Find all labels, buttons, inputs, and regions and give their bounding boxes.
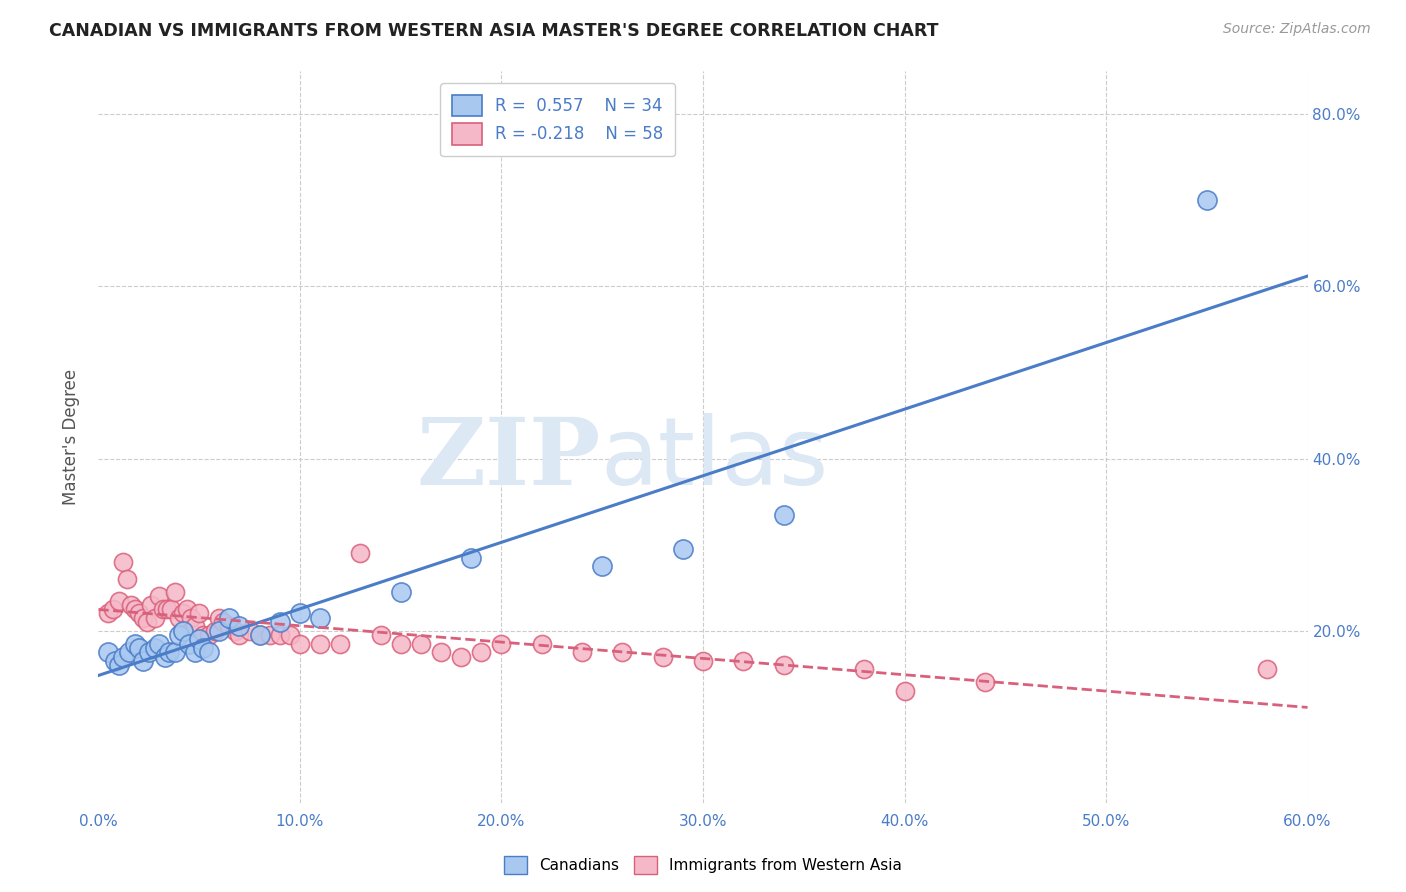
Legend: Canadians, Immigrants from Western Asia: Canadians, Immigrants from Western Asia	[498, 850, 908, 880]
Point	[138, 645, 160, 659]
Point	[97, 645, 120, 659]
Point	[218, 611, 240, 625]
Point	[460, 550, 482, 565]
Text: ZIP: ZIP	[416, 414, 600, 504]
Point	[772, 508, 794, 522]
Legend: R =  0.557    N = 34, R = -0.218    N = 58: R = 0.557 N = 34, R = -0.218 N = 58	[440, 83, 675, 156]
Point	[651, 649, 673, 664]
Point	[188, 632, 211, 647]
Point	[176, 602, 198, 616]
Point	[288, 637, 311, 651]
Point	[269, 615, 291, 629]
Point	[163, 585, 186, 599]
Point	[172, 607, 194, 621]
Point	[120, 598, 142, 612]
Point	[278, 628, 301, 642]
Point	[143, 640, 166, 655]
Point	[249, 628, 271, 642]
Text: CANADIAN VS IMMIGRANTS FROM WESTERN ASIA MASTER'S DEGREE CORRELATION CHART: CANADIAN VS IMMIGRANTS FROM WESTERN ASIA…	[49, 22, 939, 40]
Text: Source: ZipAtlas.com: Source: ZipAtlas.com	[1223, 22, 1371, 37]
Point	[893, 684, 915, 698]
Point	[184, 619, 207, 633]
Point	[193, 628, 215, 642]
Point	[157, 645, 180, 659]
Point	[111, 555, 134, 569]
Point	[97, 607, 120, 621]
Point	[124, 637, 146, 651]
Point	[692, 654, 714, 668]
Point	[135, 615, 157, 629]
Point	[1256, 662, 1278, 676]
Point	[208, 611, 231, 625]
Point	[259, 628, 281, 642]
Text: atlas: atlas	[600, 413, 828, 505]
Point	[128, 640, 150, 655]
Point	[389, 637, 412, 651]
Point	[228, 619, 250, 633]
Point	[193, 640, 215, 655]
Point	[103, 654, 125, 668]
Point	[329, 637, 352, 651]
Point	[450, 649, 472, 664]
Point	[224, 624, 246, 638]
Point	[160, 602, 183, 616]
Point	[288, 607, 311, 621]
Point	[198, 645, 221, 659]
Point	[470, 645, 492, 659]
Point	[733, 654, 755, 668]
Point	[772, 658, 794, 673]
Point	[163, 645, 186, 659]
Point	[111, 649, 134, 664]
Point	[309, 611, 332, 625]
Point	[370, 628, 392, 642]
Point	[101, 602, 124, 616]
Point	[349, 546, 371, 560]
Point	[156, 602, 179, 616]
Point	[143, 611, 166, 625]
Point	[152, 602, 174, 616]
Y-axis label: Master's Degree: Master's Degree	[62, 369, 80, 505]
Point	[153, 649, 176, 664]
Point	[198, 628, 221, 642]
Point	[212, 615, 235, 629]
Point	[115, 572, 138, 586]
Point	[180, 611, 202, 625]
Point	[132, 611, 155, 625]
Point	[124, 602, 146, 616]
Point	[430, 645, 453, 659]
Point	[148, 589, 170, 603]
Point	[107, 658, 129, 673]
Point	[591, 559, 613, 574]
Point	[612, 645, 634, 659]
Point	[309, 637, 332, 651]
Point	[188, 607, 211, 621]
Point	[239, 624, 262, 638]
Point	[974, 675, 997, 690]
Point	[179, 637, 201, 651]
Point	[1195, 194, 1218, 208]
Point	[672, 541, 695, 556]
Point	[172, 624, 194, 638]
Point	[132, 654, 155, 668]
Point	[148, 637, 170, 651]
Point	[208, 624, 231, 638]
Point	[389, 585, 412, 599]
Point	[218, 619, 240, 633]
Point	[128, 607, 150, 621]
Point	[571, 645, 593, 659]
Point	[139, 598, 162, 612]
Point	[167, 611, 190, 625]
Point	[491, 637, 513, 651]
Point	[118, 645, 141, 659]
Point	[269, 628, 291, 642]
Point	[249, 628, 271, 642]
Point	[409, 637, 432, 651]
Point	[167, 628, 190, 642]
Point	[530, 637, 553, 651]
Point	[204, 624, 226, 638]
Point	[228, 628, 250, 642]
Point	[853, 662, 876, 676]
Point	[107, 593, 129, 607]
Point	[184, 645, 207, 659]
